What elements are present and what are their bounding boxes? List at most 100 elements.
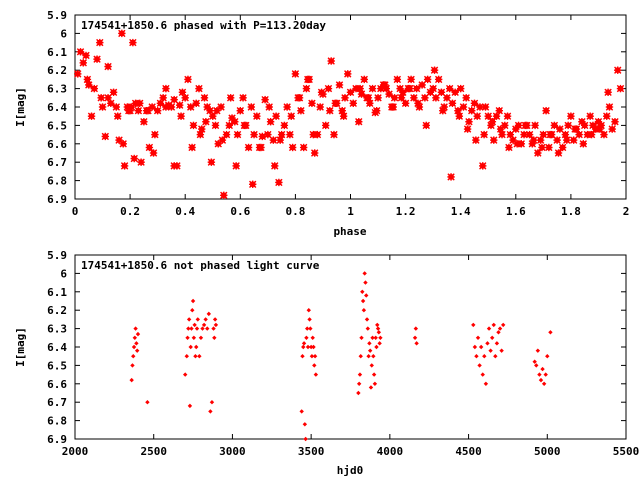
unphased-data-point xyxy=(480,372,485,377)
phased-data-point xyxy=(309,130,318,139)
phased-data-point xyxy=(484,112,492,120)
unphased-data-point xyxy=(471,322,476,328)
unphased-data-point xyxy=(488,348,493,353)
unphased-data-point xyxy=(493,354,498,359)
phased-data-point xyxy=(443,94,451,102)
phased-data-point xyxy=(423,75,432,84)
phased-data-point xyxy=(451,88,459,96)
phased-data-point xyxy=(447,173,455,181)
phased-data-points xyxy=(74,29,625,200)
unphased-y-tick-label: 6.3 xyxy=(47,323,67,336)
unphased-data-point xyxy=(497,326,503,331)
phased-data-point xyxy=(481,103,490,111)
unphased-data-point xyxy=(203,317,208,322)
phased-data-point xyxy=(457,84,465,93)
unphased-y-tick-label: 5.9 xyxy=(47,249,67,262)
unphased-data-point xyxy=(186,317,192,322)
phased-data-point xyxy=(114,112,122,120)
unphased-data-point xyxy=(362,271,367,276)
unphased-data-point xyxy=(369,363,374,368)
phased-data-point xyxy=(159,94,167,102)
phased-data-point xyxy=(546,130,554,139)
unphased-data-point xyxy=(312,363,317,368)
phased-data-point xyxy=(421,94,429,102)
phased-data-point xyxy=(233,130,242,139)
phased-plot-title: 174541+1850.6 phased with P=113.20day xyxy=(81,19,326,32)
phased-data-point xyxy=(137,158,145,166)
phased-data-point xyxy=(136,99,144,108)
phased-data-point xyxy=(429,84,437,93)
phased-data-point xyxy=(240,121,249,130)
phased-data-point xyxy=(82,51,90,60)
phased-data-point xyxy=(530,136,538,144)
phased-data-point xyxy=(213,106,221,115)
phased-data-point xyxy=(366,99,374,108)
phased-data-point xyxy=(459,103,468,111)
unphased-data-point xyxy=(212,317,218,322)
phased-data-point xyxy=(112,103,121,111)
unphased-data-point xyxy=(376,330,382,335)
phased-data-point xyxy=(594,118,603,126)
unphased-data-point xyxy=(360,298,366,304)
unphased-data-point xyxy=(131,344,137,350)
unphased-data-point xyxy=(358,354,363,359)
phased-data-point xyxy=(209,112,217,120)
phased-y-tick-label: 6.8 xyxy=(47,175,67,188)
phased-data-point xyxy=(414,99,422,108)
unphased-data-point xyxy=(184,354,189,359)
unphased-data-point xyxy=(309,354,315,359)
unphased-data-point xyxy=(365,326,371,331)
unphased-data-point xyxy=(499,348,504,353)
phased-data-point xyxy=(317,88,326,96)
unphased-data-point xyxy=(359,335,364,340)
unphased-data-point xyxy=(361,308,367,313)
unphased-data-point xyxy=(302,422,308,427)
phased-data-point xyxy=(480,130,488,139)
phased-data-point xyxy=(571,125,579,133)
phased-data-point xyxy=(360,75,368,84)
phased-data-point xyxy=(448,99,457,108)
unphased-data-point xyxy=(305,326,310,331)
phased-data-point xyxy=(495,106,503,115)
phased-panel: 174541+1850.6 phased with P=113.20day ph… xyxy=(14,9,629,238)
unphased-plot-frame xyxy=(74,254,627,440)
phased-data-point xyxy=(397,94,406,102)
unphased-data-point xyxy=(535,348,541,353)
unphased-data-point xyxy=(145,400,150,405)
phased-data-point xyxy=(140,118,148,126)
unphased-data-point xyxy=(131,354,136,359)
phased-x-tick-label: 0.4 xyxy=(175,205,195,218)
phased-data-point xyxy=(600,130,608,139)
phased-data-point xyxy=(261,95,269,104)
unphased-y-tick-label: 6.5 xyxy=(47,359,67,372)
phased-axis-ticks: 0 0.2 0.4 0.6 0.8 1 1.2 1.4 1.6 1.8 2 5.9 6 6.1 6.2 6.3… xyxy=(47,9,629,218)
phased-data-point xyxy=(331,99,340,108)
unphased-x-tick-label: 4000 xyxy=(377,445,404,458)
phased-data-point xyxy=(372,106,381,115)
phased-data-point xyxy=(232,162,240,170)
unphased-data-point xyxy=(201,322,207,328)
phased-data-point xyxy=(381,81,389,89)
phased-data-point xyxy=(118,29,126,38)
phased-data-point xyxy=(308,99,316,108)
phased-y-tick-label: 6 xyxy=(60,27,67,40)
phased-data-point xyxy=(580,121,589,130)
phased-data-point xyxy=(454,106,462,115)
phased-data-point xyxy=(490,136,498,144)
unphased-data-point xyxy=(541,381,547,386)
phased-data-point xyxy=(119,140,127,148)
phased-data-point xyxy=(349,99,357,108)
phased-data-point xyxy=(181,94,189,102)
phased-x-tick-label: 1.4 xyxy=(451,205,471,218)
phased-data-point xyxy=(231,118,239,126)
phased-data-point xyxy=(130,154,138,163)
unphased-data-point xyxy=(300,354,305,359)
unphased-data-point xyxy=(414,341,419,346)
phased-data-point xyxy=(470,99,479,108)
phased-data-point xyxy=(144,106,152,115)
phased-x-tick-label: 0.6 xyxy=(230,205,250,218)
phased-data-point xyxy=(385,90,393,98)
unphased-data-point xyxy=(474,354,479,359)
unphased-data-points xyxy=(129,271,553,442)
